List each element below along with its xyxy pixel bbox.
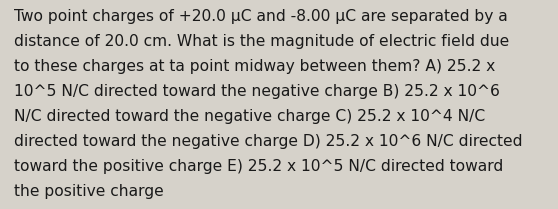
Text: 10^5 N/C directed toward the negative charge B) 25.2 x 10^6: 10^5 N/C directed toward the negative ch… — [14, 84, 500, 99]
Text: to these charges at ta point midway between them? A) 25.2 x: to these charges at ta point midway betw… — [14, 59, 495, 74]
Text: distance of 20.0 cm. What is the magnitude of electric field due: distance of 20.0 cm. What is the magnitu… — [14, 34, 509, 49]
Text: the positive charge: the positive charge — [14, 184, 163, 199]
Text: N/C directed toward the negative charge C) 25.2 x 10^4 N/C: N/C directed toward the negative charge … — [14, 109, 485, 124]
Text: directed toward the negative charge D) 25.2 x 10^6 N/C directed: directed toward the negative charge D) 2… — [14, 134, 522, 149]
Text: toward the positive charge E) 25.2 x 10^5 N/C directed toward: toward the positive charge E) 25.2 x 10^… — [14, 159, 503, 174]
Text: Two point charges of +20.0 μC and -8.00 μC are separated by a: Two point charges of +20.0 μC and -8.00 … — [14, 9, 508, 24]
